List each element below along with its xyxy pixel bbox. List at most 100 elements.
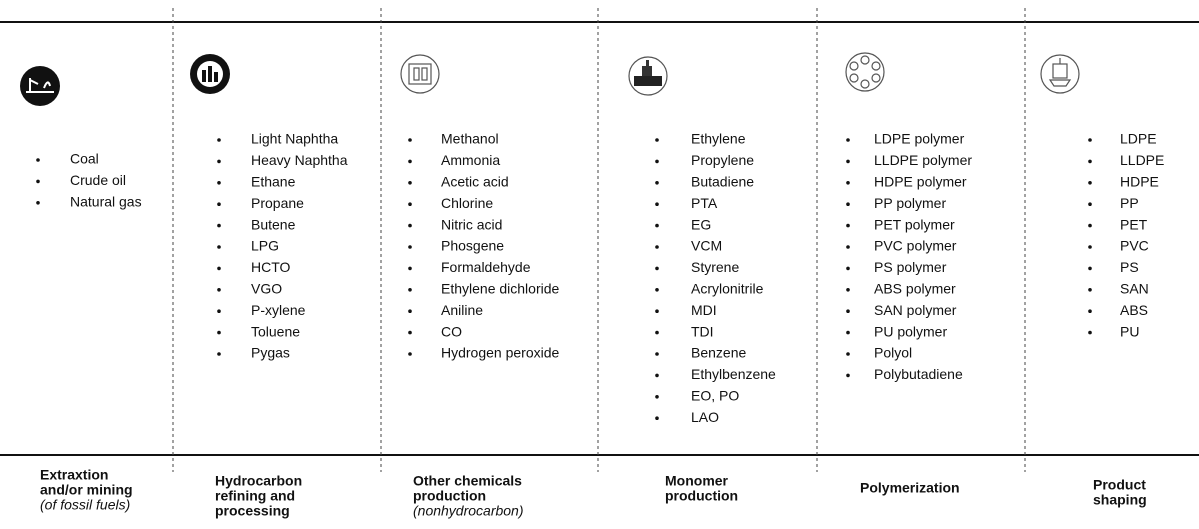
list-item: PP polymer bbox=[874, 195, 946, 211]
bullet bbox=[846, 266, 850, 271]
bullet bbox=[846, 373, 850, 378]
bullet bbox=[1088, 159, 1092, 164]
list-item: Heavy Naphtha bbox=[251, 152, 348, 168]
list-item: SAN polymer bbox=[874, 302, 957, 318]
stage-title: Other chemicals bbox=[413, 473, 522, 489]
bullet bbox=[655, 288, 659, 292]
list-item: HDPE bbox=[1120, 174, 1159, 190]
bullet bbox=[408, 330, 412, 335]
list-item: Polybutadiene bbox=[874, 366, 963, 382]
stage-title: processing bbox=[215, 503, 290, 519]
list-item: P-xylene bbox=[251, 302, 306, 318]
list-item: PET polymer bbox=[874, 216, 955, 232]
bullet bbox=[1088, 202, 1092, 206]
bullet bbox=[217, 202, 221, 206]
list-item: LAO bbox=[691, 409, 719, 425]
icon-chemicals bbox=[400, 54, 440, 94]
list-item: PVC bbox=[1120, 238, 1149, 254]
icon-polymer bbox=[845, 52, 885, 92]
list-item: LLDPE bbox=[1120, 152, 1164, 168]
columns: Coal Crude oil Natural gas Extraxtionand/or… bbox=[36, 131, 1164, 519]
bullet bbox=[1088, 330, 1092, 335]
stage-note: (of fossil fuels) bbox=[40, 497, 130, 513]
bullet bbox=[846, 159, 850, 164]
list-item: Coal bbox=[70, 151, 99, 167]
list-item: MDI bbox=[691, 302, 717, 318]
bullet bbox=[846, 223, 850, 228]
bullet bbox=[655, 202, 659, 206]
list-item: Butene bbox=[251, 216, 296, 232]
list-item: PVC polymer bbox=[874, 238, 957, 254]
bullet bbox=[217, 138, 221, 142]
list-item: Ammonia bbox=[441, 152, 500, 168]
list-item: Natural gas bbox=[70, 194, 142, 210]
stage-title: production bbox=[665, 488, 738, 504]
bullet bbox=[408, 223, 412, 228]
list-item: ABS polymer bbox=[874, 281, 956, 297]
bullet bbox=[217, 245, 221, 249]
list-item: Phosgene bbox=[441, 238, 504, 254]
bullet bbox=[1088, 223, 1092, 228]
stage-title: shaping bbox=[1093, 492, 1147, 508]
bullet bbox=[217, 288, 221, 292]
list-item: PS bbox=[1120, 259, 1139, 275]
stage-title: Polymerization bbox=[860, 480, 960, 496]
list-item: VGO bbox=[251, 281, 282, 297]
list-item: EG bbox=[691, 216, 711, 232]
bullet bbox=[217, 309, 221, 314]
stage-title: Extraxtion bbox=[40, 467, 108, 483]
list-item: Benzene bbox=[691, 345, 746, 361]
bullet bbox=[1088, 138, 1092, 142]
stage-title: Monomer bbox=[665, 473, 729, 489]
list-item: Chlorine bbox=[441, 195, 493, 211]
list-item: HDPE polymer bbox=[874, 174, 967, 190]
bullet bbox=[217, 330, 221, 335]
icon-extraction bbox=[20, 66, 60, 106]
stage-title: production bbox=[413, 488, 486, 504]
bullet bbox=[655, 223, 659, 228]
list-item: Formaldehyde bbox=[441, 259, 531, 275]
bullet bbox=[655, 373, 659, 378]
bullet bbox=[36, 158, 40, 162]
bullet bbox=[408, 159, 412, 164]
stage-title: and/or mining bbox=[40, 482, 133, 498]
list-item: Ethane bbox=[251, 174, 296, 190]
bullet bbox=[655, 395, 659, 399]
bullet bbox=[217, 159, 221, 164]
icon-shaping bbox=[1040, 54, 1080, 94]
list-item: Butadiene bbox=[691, 174, 754, 190]
bullet bbox=[846, 181, 850, 185]
list-item: Propane bbox=[251, 195, 304, 211]
list-item: PTA bbox=[691, 195, 718, 211]
list-item: Methanol bbox=[441, 131, 499, 147]
bullet bbox=[1088, 309, 1092, 314]
list-item: Ethylene bbox=[691, 131, 746, 147]
list-item: Ethylbenzene bbox=[691, 366, 776, 382]
list-item: TDI bbox=[691, 323, 714, 339]
list-item: ABS bbox=[1120, 302, 1148, 318]
list-item: LLDPE polymer bbox=[874, 152, 972, 168]
icon-monomer bbox=[628, 56, 668, 96]
list-item: Light Naphtha bbox=[251, 131, 338, 147]
list-item: Acetic acid bbox=[441, 174, 509, 190]
list-item: VCM bbox=[691, 238, 722, 254]
bullet bbox=[408, 309, 412, 314]
bullet bbox=[1088, 266, 1092, 271]
bullet bbox=[408, 266, 412, 271]
bullet bbox=[1088, 245, 1092, 249]
bullet bbox=[655, 266, 659, 271]
list-item: Propylene bbox=[691, 152, 754, 168]
list-item: EO, PO bbox=[691, 388, 739, 404]
bullet bbox=[217, 181, 221, 185]
bullet bbox=[408, 352, 412, 356]
icon-refining bbox=[190, 54, 230, 94]
list-item: CO bbox=[441, 323, 462, 339]
bullet bbox=[655, 309, 659, 314]
bullet bbox=[655, 330, 659, 335]
stage-title: Product bbox=[1093, 477, 1146, 493]
list-item: Aniline bbox=[441, 302, 483, 318]
bullet bbox=[217, 266, 221, 271]
separators bbox=[172, 8, 1026, 472]
list-item: LPG bbox=[251, 238, 279, 254]
bullet bbox=[655, 352, 659, 356]
